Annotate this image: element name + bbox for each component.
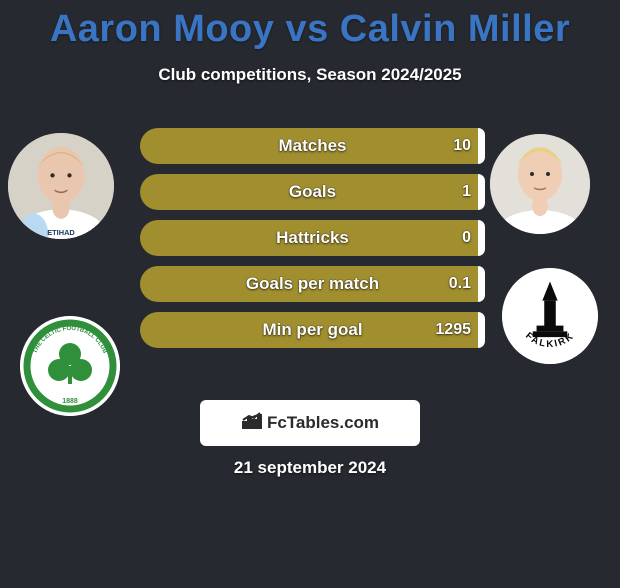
svg-text:ETIHAD: ETIHAD bbox=[47, 228, 75, 237]
subtitle: Club competitions, Season 2024/2025 bbox=[0, 65, 620, 85]
stat-bar-right bbox=[478, 220, 485, 256]
stats-panel: Matches10 Goals1 Hattricks0 Goals per match… bbox=[140, 128, 485, 358]
stat-bar-right bbox=[478, 174, 485, 210]
stat-row: Goals per match0.1 bbox=[140, 266, 485, 302]
page-title: Aaron Mooy vs Calvin Miller bbox=[0, 8, 620, 51]
brand-box: FcTables.com bbox=[200, 400, 420, 446]
stat-row: Hattricks0 bbox=[140, 220, 485, 256]
avatar-player-right bbox=[490, 134, 590, 234]
brand-text: FcTables.com bbox=[267, 413, 379, 433]
club-crest-left: THE CELTIC FOOTBALL CLUB 1888 bbox=[20, 316, 120, 416]
svg-text:1888: 1888 bbox=[62, 398, 78, 405]
stat-bar-left bbox=[140, 174, 478, 210]
date-label: 21 september 2024 bbox=[0, 458, 620, 478]
stat-bar-right bbox=[478, 312, 485, 348]
stat-bar-left bbox=[140, 220, 478, 256]
avatar-player-left: ETIHAD bbox=[8, 133, 114, 239]
stat-row: Min per goal1295 bbox=[140, 312, 485, 348]
stat-bar-left bbox=[140, 266, 478, 302]
stat-bar-left bbox=[140, 128, 478, 164]
stat-row: Goals1 bbox=[140, 174, 485, 210]
brand-chart-icon bbox=[241, 412, 263, 435]
stat-row: Matches10 bbox=[140, 128, 485, 164]
stat-bar-right bbox=[478, 266, 485, 302]
club-crest-right: FALKIRK bbox=[502, 268, 598, 364]
stat-bar-left bbox=[140, 312, 478, 348]
stat-bar-right bbox=[478, 128, 485, 164]
